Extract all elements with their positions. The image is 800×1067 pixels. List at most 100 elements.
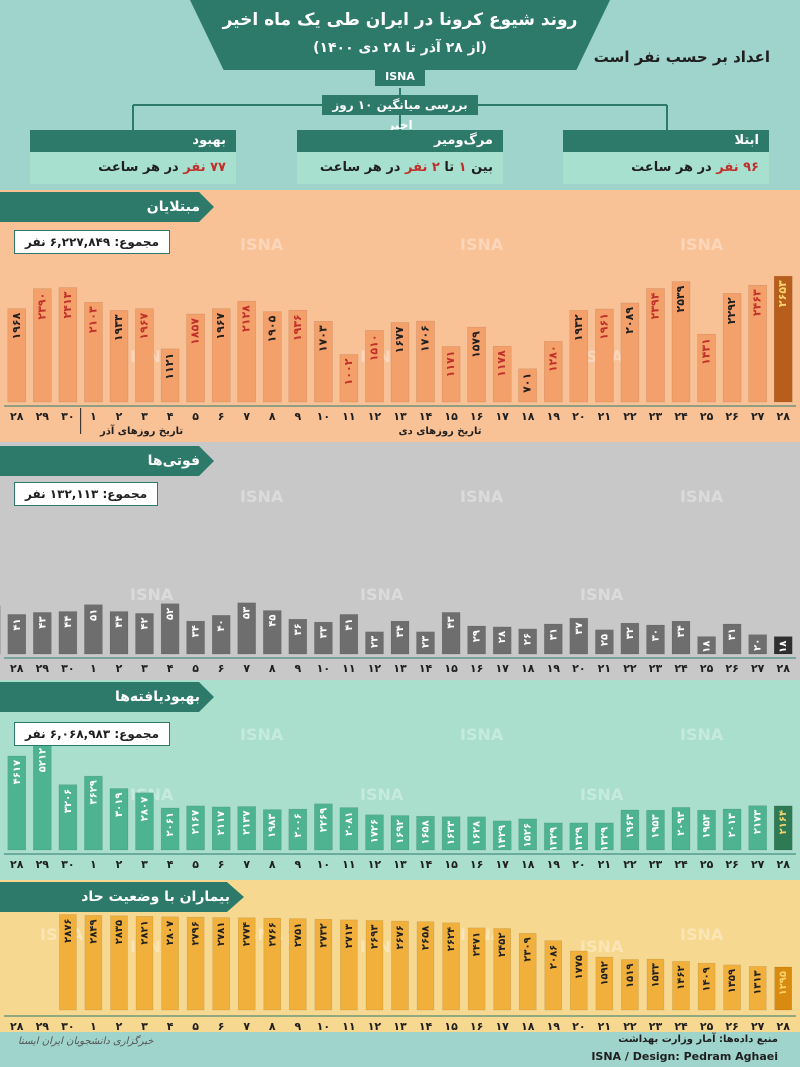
summary-deaths-mid: تا <box>444 160 455 175</box>
bar-infected <box>109 310 129 403</box>
bar-label-severe: ۱۵۱۹ <box>625 964 636 988</box>
bar-label-recovered: ۲۸۰۷ <box>140 797 151 821</box>
bar-deaths <box>109 611 129 655</box>
x-tick-label: ۱۲ <box>368 1020 382 1032</box>
bar-label-severe: ۲۴۷۱ <box>472 932 483 956</box>
bar-recovered <box>109 788 129 851</box>
bar-recovered <box>390 815 410 851</box>
bar-label-severe: ۲۴۵۲ <box>497 933 508 957</box>
bar-label-deaths: ۵۱ <box>88 609 99 621</box>
x-tick-label: ۲۳ <box>649 662 663 675</box>
bar-severe <box>84 915 103 1011</box>
bar-recovered <box>365 814 384 851</box>
chart-infected: ISNAISNAISNAISNAISNAISNAISNA۱۹۶۸۲۳۹۰۲۴۱۳… <box>0 190 800 442</box>
x-tick-label: ۳۰ <box>61 662 74 675</box>
bar-label-deaths: ۳۱ <box>548 628 559 640</box>
x-tick-label: ۱۱ <box>342 662 355 675</box>
bar-severe <box>110 915 128 1011</box>
bar-deaths <box>722 623 742 655</box>
footer-source: منبع داده‌ها: آمار وزارت بهداشت <box>618 1034 778 1045</box>
x-tick-label: ۲۶ <box>725 1020 738 1032</box>
bar-deaths <box>416 631 435 655</box>
x-tick-label: ۱ <box>90 410 97 423</box>
bar-label-recovered: ۲۱۳۷ <box>242 810 253 834</box>
bar-label-recovered: ۱۴۲۹ <box>497 825 508 849</box>
bar-label-infected: ۱۶۷۷ <box>393 326 406 353</box>
x-tick-label: ۸ <box>269 410 276 423</box>
bar-label-recovered: ۳۶۲۹ <box>88 780 99 804</box>
x-tick-label: ۷ <box>243 1020 250 1032</box>
bar-label-deaths: ۲۸ <box>497 631 508 643</box>
bar-label-severe: ۲۷۹۶ <box>191 921 202 945</box>
x-tick-label: ۲ <box>116 662 123 675</box>
x-tick-label: ۱ <box>90 858 97 871</box>
watermark: ISNA <box>680 487 724 506</box>
bar-label-recovered: ۱۶۲۸ <box>472 821 483 845</box>
bar-severe <box>391 920 409 1011</box>
panel-total-recovered: مجموع: ۶,۰۶۸,۹۸۳ نفر <box>14 722 171 746</box>
x-tick-label: ۱ <box>90 1020 97 1032</box>
x-tick-label: ۷ <box>243 858 250 871</box>
x-tick-label: ۲۹ <box>36 858 50 871</box>
footer-credit: ISNA / Design: Pedram Aghaei <box>591 1050 778 1063</box>
watermark: ISNA <box>360 585 404 604</box>
x-tick-label: ۱۵ <box>444 1020 458 1032</box>
x-tick-label: ۵ <box>192 1020 199 1032</box>
bar-recovered <box>492 820 512 851</box>
bar-label-severe: ۱۷۷۵ <box>574 955 585 979</box>
bar-label-deaths: ۴۰ <box>216 619 227 631</box>
bar-label-infected: ۲۴۶۳ <box>751 289 764 316</box>
bar-recovered <box>671 807 691 851</box>
bar-label-recovered: ۲۱۱۷ <box>216 811 227 835</box>
x-tick-label: ۲۱ <box>598 410 611 423</box>
bar-label-infected: ۱۵۱۰ <box>367 334 380 361</box>
x-tick-label: ۲۴ <box>674 1020 688 1032</box>
x-tick-label: ۱۴ <box>419 1020 433 1032</box>
bar-label-infected: ۱۰۰۲ <box>342 358 355 385</box>
x-tick-label: ۴ <box>167 662 174 675</box>
bar-label-infected: ۱۱۷۱ <box>444 350 457 377</box>
x-tick-label: ۲ <box>116 410 123 423</box>
bar-severe <box>365 920 384 1011</box>
bar-label-deaths: ۱۸ <box>778 641 789 653</box>
x-tick-label: ۲۸ <box>777 410 791 423</box>
footer-logo: خبرگزاری دانشجویان ایران ایسنا <box>18 1036 154 1047</box>
bar-severe <box>748 966 767 1011</box>
bar-label-severe: ۲۸۷۶ <box>63 918 74 942</box>
bar-label-severe: ۲۶۵۸ <box>421 926 432 950</box>
summary-recovered-value: ۷۷ نفر <box>183 160 226 175</box>
bar-label-recovered: ۲۱۷۳ <box>753 810 764 834</box>
bar-infected <box>339 354 359 403</box>
x-tick-label: ۳۰ <box>61 1020 74 1032</box>
x-tick-label: ۱۵ <box>444 410 458 423</box>
x-tick-label: ۱۷ <box>495 662 509 675</box>
bar-label-recovered: ۲۱۶۴ <box>778 810 789 834</box>
x-tick-label: ۱۲ <box>368 662 382 675</box>
bar-label-severe: ۱۳۵۹ <box>727 969 738 993</box>
x-tick-label: ۱۰ <box>317 410 330 423</box>
header-banner: روند شیوع کرونا در ایران طی یک ماه اخیر … <box>190 0 610 70</box>
x-tick-label: ۱۸ <box>521 858 535 871</box>
bar-label-severe: ۱۳۱۳ <box>753 970 764 994</box>
x-tick-label: ۹ <box>294 1020 301 1032</box>
bar-label-recovered: ۱۳۲۹ <box>599 827 610 851</box>
bar-label-recovered: ۲۰۹۳ <box>676 811 687 835</box>
bar-label-infected: ۲۴۱۳ <box>61 291 74 318</box>
bar-deaths <box>33 612 52 655</box>
bar-severe <box>570 950 588 1011</box>
x-tick-label: ۲۴ <box>674 410 688 423</box>
bar-infected <box>620 302 640 403</box>
bar-label-severe: ۲۷۷۴ <box>242 922 253 946</box>
bar-deaths <box>211 615 231 655</box>
bar-recovered <box>722 808 742 851</box>
x-tick-label: ۱۳ <box>393 410 407 423</box>
bar-severe <box>212 917 230 1011</box>
bar-label-recovered: ۱۵۲۶ <box>523 823 534 847</box>
isna-tag: ISNA <box>375 68 425 86</box>
bar-recovered <box>620 809 640 851</box>
bar-deaths <box>58 611 78 655</box>
bar-infected <box>84 302 103 403</box>
bar-label-deaths: ۳۱ <box>727 628 738 640</box>
bar-label-infected: ۱۹۰۵ <box>265 315 278 342</box>
watermark: ISNA <box>460 235 504 254</box>
